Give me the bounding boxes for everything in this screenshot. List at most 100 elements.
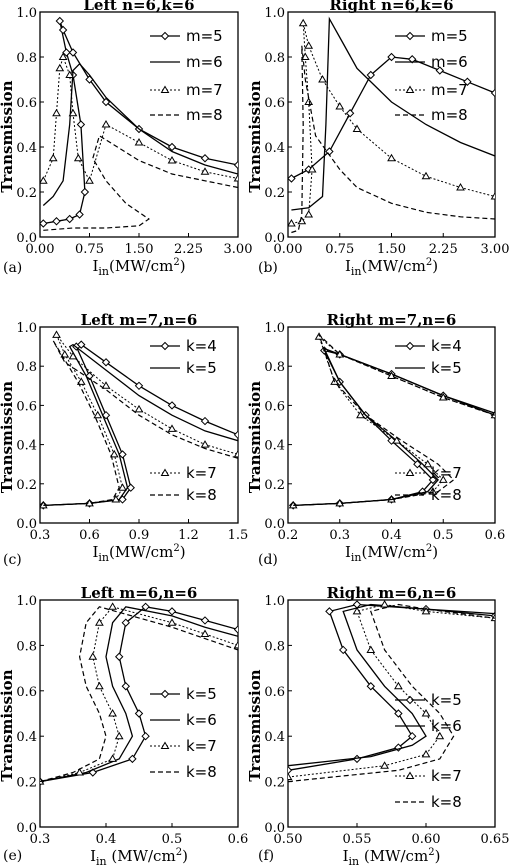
panel-label: (d): [258, 552, 278, 568]
x-tick-label: 1.50: [125, 242, 154, 257]
data-point: [55, 16, 65, 26]
x-axis-label-part: I: [345, 257, 351, 275]
data-point: [421, 709, 431, 717]
legend-label: m=8: [431, 106, 468, 124]
data-point: [65, 214, 74, 224]
series-k=5: [288, 600, 495, 775]
legend-label: k=6: [186, 711, 217, 729]
data-point: [76, 120, 86, 129]
x-tick-label: 3.00: [481, 242, 510, 257]
legend-label: m=6: [186, 53, 223, 71]
legend-entry: m=6: [395, 53, 468, 71]
series-k=8: [288, 603, 495, 783]
x-tick-label: 0.6: [228, 832, 249, 847]
data-point: [55, 63, 65, 72]
x-axis-label-part: (MW/cm: [109, 257, 173, 275]
data-point: [438, 475, 448, 483]
data-point: [111, 494, 121, 503]
plot-frame: [39, 599, 239, 828]
series-line-k=5: [293, 347, 495, 507]
data-point: [297, 216, 307, 225]
data-point: [75, 768, 84, 776]
data-point: [380, 600, 389, 608]
data-point: [40, 219, 48, 228]
x-tick-label: 2.25: [429, 242, 458, 257]
legend-label: m=7: [186, 81, 223, 99]
x-tick-label: 0.75: [325, 242, 354, 257]
data-point: [288, 766, 293, 775]
series-line-k=7: [40, 606, 238, 783]
data-point: [200, 616, 210, 625]
series-k=4: [288, 346, 495, 510]
data-point: [352, 606, 362, 615]
series-k=8: [40, 606, 238, 783]
data-point: [307, 165, 317, 173]
x-axis-label-part: 2: [176, 847, 182, 858]
legend-label: k=6: [431, 717, 462, 735]
x-tick-label: 0.65: [481, 832, 510, 847]
x-axis-label-part: (MW/cm: [362, 543, 426, 561]
x-tick-label: 0.00: [26, 242, 55, 257]
data-point: [335, 102, 345, 110]
panel-b: Right n=6,k=6 0.0 0.2 0.4 0.6 0.8 1.0 0.00 0.75 1…: [246, 0, 509, 278]
data-point: [233, 449, 238, 458]
data-point: [167, 424, 177, 432]
data-point: [58, 52, 68, 60]
x-tick-label: 0.75: [75, 242, 104, 257]
y-tick-label: 1.0: [264, 321, 285, 336]
y-axis-label: Transmission: [0, 80, 16, 192]
data-point: [58, 25, 68, 35]
data-point: [167, 607, 177, 616]
legend-marker: [160, 341, 170, 351]
x-axis-label-part: (MW/cm: [362, 257, 426, 275]
y-tick-label: 0.4: [16, 439, 37, 454]
data-point: [394, 709, 403, 718]
legend-label: k=7: [431, 464, 462, 482]
data-point: [318, 75, 327, 83]
x-tick-label: 0.5: [433, 528, 454, 543]
data-point: [121, 682, 131, 691]
data-point: [200, 154, 210, 163]
y-tick-label: 0.6: [264, 685, 285, 700]
series-k=7: [288, 600, 495, 781]
x-tick-label: 0.50: [274, 832, 303, 847]
x-axis-label-part: 2: [173, 543, 179, 554]
data-point: [366, 682, 376, 691]
data-point: [101, 97, 111, 107]
data-point: [85, 176, 94, 184]
series-line-m=6: [42, 62, 238, 206]
legend-label: k=5: [186, 359, 217, 377]
y-tick-label: 0.0: [264, 517, 285, 532]
legend-marker: [405, 31, 415, 41]
x-tick-label: 1.2: [178, 528, 199, 543]
legend-label: k=7: [431, 767, 462, 785]
data-point: [200, 440, 210, 448]
series-line-m=7: [42, 55, 238, 183]
x-tick-label: 0.4: [381, 528, 402, 543]
x-tick-label: 0.3: [329, 528, 350, 543]
y-tick-label: 0.0: [264, 821, 285, 836]
x-axis-label: Iin(MW/cm2): [345, 257, 438, 278]
data-point: [380, 761, 389, 769]
data-point: [108, 754, 117, 762]
y-axis-label: Transmission: [246, 80, 264, 192]
data-point: [108, 709, 117, 717]
series-k=5: [293, 347, 495, 507]
data-point: [421, 171, 431, 180]
legend-entry: k=4: [395, 337, 462, 355]
data-point: [95, 618, 104, 626]
y-tick-label: 0.2: [264, 776, 285, 791]
x-axis-label: Iin (MW/cm2): [343, 847, 441, 867]
x-tick-label: 2.25: [174, 242, 203, 257]
x-tick-label: 0.3: [30, 528, 51, 543]
data-point: [68, 108, 78, 117]
series-line-k=7: [293, 335, 495, 506]
x-axis-label-part: ): [432, 543, 438, 561]
legend-entry: k=6: [150, 711, 217, 729]
legend-marker: [160, 468, 170, 476]
data-point: [233, 625, 238, 634]
data-point: [128, 754, 137, 764]
data-point: [200, 167, 210, 175]
data-point: [288, 772, 293, 781]
